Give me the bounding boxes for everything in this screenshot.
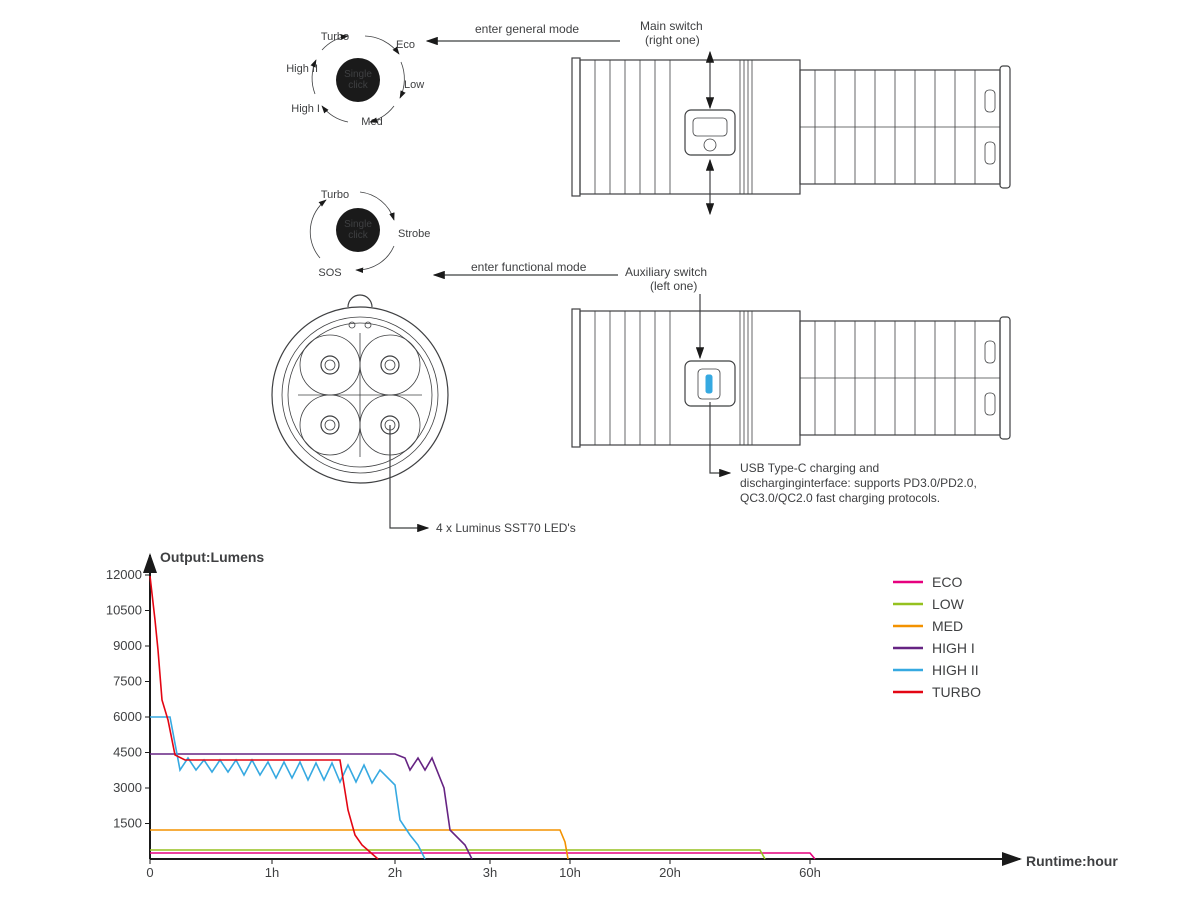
flashlight-side-2 xyxy=(572,309,1010,447)
svg-text:LOW: LOW xyxy=(932,596,965,612)
svg-text:20h: 20h xyxy=(659,865,681,880)
chart-xlabel: Runtime:hour xyxy=(1026,853,1118,869)
svg-text:HIGH II: HIGH II xyxy=(932,662,979,678)
svg-text:1500: 1500 xyxy=(113,816,142,831)
label-led: 4 x Luminus SST70 LED's xyxy=(436,521,576,535)
callout-led xyxy=(390,425,428,528)
svg-text:60h: 60h xyxy=(799,865,821,880)
svg-text:10500: 10500 xyxy=(106,603,142,618)
svg-text:2h: 2h xyxy=(388,865,402,880)
svg-text:4500: 4500 xyxy=(113,745,142,760)
cycle-general: Single click Eco Low Med High I High II … xyxy=(286,31,424,128)
mode-eco: Eco xyxy=(396,39,415,51)
runtime-chart: Output:Lumens Runtime:hour 1500 3000 4500 6… xyxy=(106,549,1118,880)
label-main-switch-2: (right one) xyxy=(645,33,700,47)
flashlight-front xyxy=(272,295,448,483)
chart-ylabel: Output:Lumens xyxy=(160,549,264,565)
mode-high1: High I xyxy=(291,103,320,115)
svg-text:HIGH I: HIGH I xyxy=(932,640,975,656)
svg-text:3000: 3000 xyxy=(113,780,142,795)
svg-text:1h: 1h xyxy=(265,865,279,880)
svg-text:10h: 10h xyxy=(559,865,581,880)
mode2-strobe: Strobe xyxy=(398,228,430,240)
flashlight-side-1 xyxy=(572,58,1010,196)
mode2-turbo: Turbo xyxy=(321,189,349,201)
svg-text:9000: 9000 xyxy=(113,638,142,653)
label-enter-general: enter general mode xyxy=(475,22,579,36)
svg-text:click: click xyxy=(348,80,368,91)
label-enter-functional: enter functional mode xyxy=(471,260,587,274)
mode-med: Med xyxy=(361,116,382,128)
svg-text:MED: MED xyxy=(932,618,963,634)
label-aux-switch-2: (left one) xyxy=(650,279,697,293)
svg-text:click: click xyxy=(348,230,368,241)
svg-text:3h: 3h xyxy=(483,865,497,880)
label-usb-1: USB Type-C charging and xyxy=(740,461,879,475)
svg-text:12000: 12000 xyxy=(106,567,142,582)
mode2-sos: SOS xyxy=(318,267,341,279)
svg-text:ECO: ECO xyxy=(932,574,962,590)
mode-low: Low xyxy=(404,79,424,91)
svg-text:Single: Single xyxy=(344,69,372,80)
svg-text:0: 0 xyxy=(146,865,153,880)
cycle-functional: Single click Turbo Strobe SOS xyxy=(310,189,430,279)
svg-text:Single: Single xyxy=(344,219,372,230)
mode-turbo: Turbo xyxy=(321,31,349,43)
callout-usb xyxy=(710,402,730,473)
svg-text:TURBO: TURBO xyxy=(932,684,981,700)
label-main-switch-1: Main switch xyxy=(640,19,703,33)
svg-text:6000: 6000 xyxy=(113,709,142,724)
svg-text:7500: 7500 xyxy=(113,674,142,689)
label-usb-2: discharginginterface: supports PD3.0/PD2… xyxy=(740,476,977,490)
label-usb-3: QC3.0/QC2.0 fast charging protocols. xyxy=(740,491,940,505)
label-aux-switch-1: Auxiliary switch xyxy=(625,265,707,279)
